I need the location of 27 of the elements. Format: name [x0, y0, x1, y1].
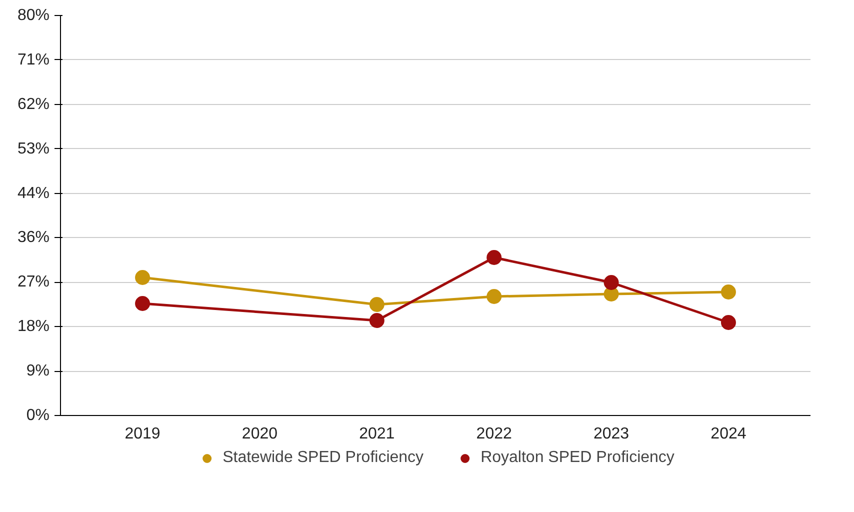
point	[135, 270, 150, 285]
point	[369, 297, 384, 312]
y-tick-label: 0%	[26, 407, 50, 424]
x-tick-label: 2019	[124, 426, 160, 442]
y-tick-label: 36%	[17, 229, 50, 246]
point	[486, 250, 502, 265]
x-tick-label: 2022	[476, 426, 512, 442]
x-tick-label: 2023	[593, 426, 630, 442]
y-tick-label: 62%	[17, 96, 50, 113]
y-tick-label: 80%	[17, 7, 50, 24]
legend-label: Royalton SPED Proficiency	[480, 449, 674, 467]
point	[369, 313, 384, 328]
y-tick-label: 18%	[17, 318, 50, 336]
y-tick-label: 71%	[17, 51, 50, 68]
y-tick-label: 27%	[17, 274, 50, 291]
point	[135, 296, 150, 311]
point	[720, 284, 736, 300]
x-tick-label: 2020	[242, 426, 278, 442]
point	[486, 289, 502, 304]
point	[604, 275, 619, 290]
x-tick-label: 2024	[710, 426, 746, 442]
y-tick-label: 53%	[17, 140, 50, 158]
y-tick-label: 9%	[26, 362, 50, 380]
point	[720, 315, 736, 330]
legend-label: Statewide SPED Proficiency	[222, 449, 424, 467]
x-tick-label: 2021	[359, 426, 395, 442]
y-tick-label: 44%	[17, 184, 50, 202]
